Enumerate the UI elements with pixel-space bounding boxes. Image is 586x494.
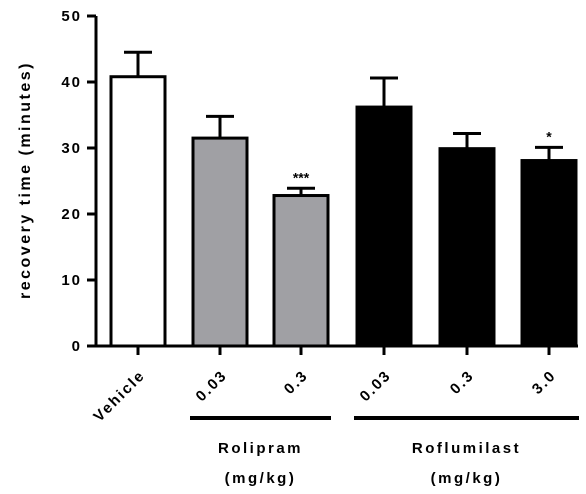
group-unit-label: (mg/kg)	[225, 470, 297, 487]
y-tick-label: 50	[61, 8, 82, 25]
y-axis: 0 10 20 30 40 50	[61, 8, 98, 355]
significance-mark: ***	[293, 169, 310, 185]
x-tick-label: 0.3	[447, 367, 478, 398]
group-label: Rolipram	[218, 440, 303, 457]
y-axis-title: recovery time (minutes)	[17, 61, 34, 299]
bar-2	[272, 194, 330, 348]
x-axis: Vehicle 0.03 0.3 0.03 0.3 3.0	[90, 344, 578, 425]
x-tick-label: 0.03	[193, 367, 231, 405]
group-brackets: Rolipram (mg/kg) Roflumilast (mg/kg)	[190, 416, 579, 487]
bar-3	[355, 105, 413, 348]
x-tick-label: 0.03	[357, 367, 395, 405]
bar-4	[438, 147, 496, 348]
bar-5	[520, 159, 578, 348]
y-tick-label: 40	[61, 74, 82, 91]
x-tick-label: Vehicle	[90, 367, 148, 425]
x-tick-label: 0.3	[281, 367, 312, 398]
bar-0	[109, 75, 167, 348]
significance-mark: *	[546, 128, 552, 144]
y-tick-label: 10	[61, 272, 82, 289]
y-tick-label: 30	[61, 140, 82, 157]
bars: ****	[109, 50, 578, 348]
bar-1	[191, 136, 249, 348]
group-label: Roflumilast	[412, 440, 521, 457]
group-unit-label: (mg/kg)	[431, 470, 503, 487]
x-tick-label: 3.0	[529, 367, 560, 398]
y-tick-label: 0	[72, 338, 82, 355]
y-tick-label: 20	[61, 206, 82, 223]
